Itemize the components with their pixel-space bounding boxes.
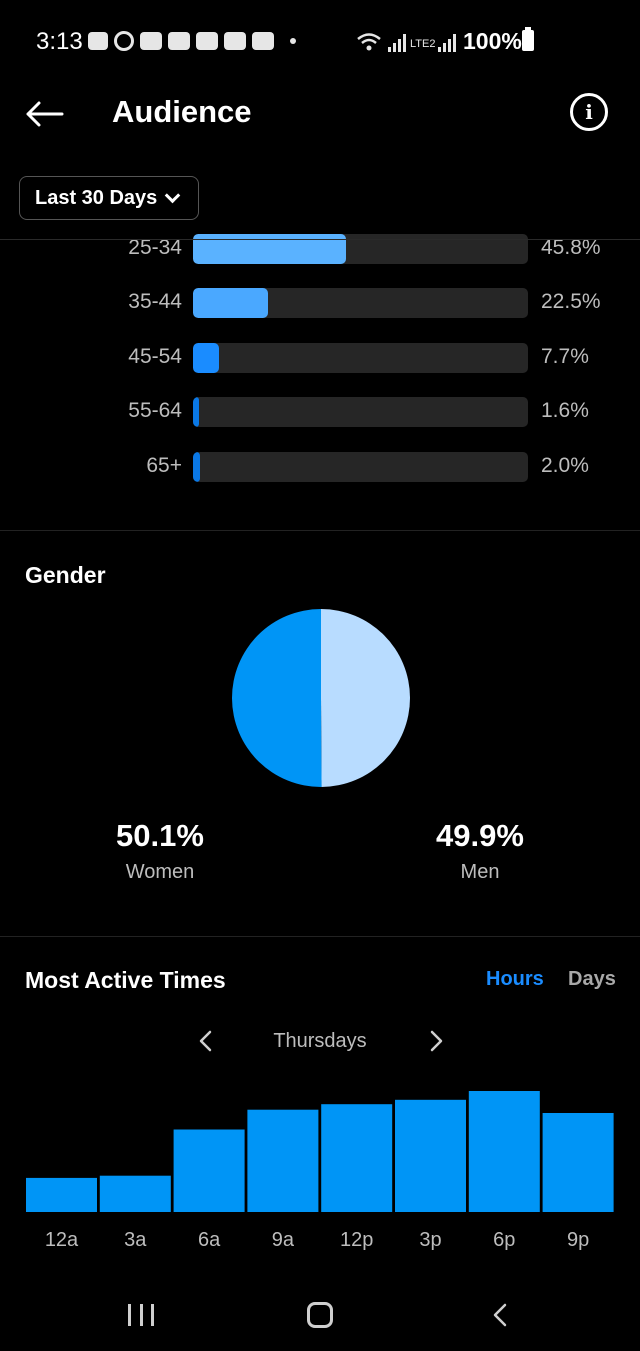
men-percent: 49.9% [436, 818, 524, 853]
age-range-percent: 2.0% [541, 454, 589, 477]
age-range-bar-track [193, 343, 528, 373]
age-range-percent: 45.8% [541, 236, 601, 259]
age-range-label: 35-44 [128, 290, 182, 313]
activity-bar [99, 1175, 171, 1212]
youtube-icon [224, 32, 246, 50]
volte-label: LTE2 [410, 38, 436, 50]
age-range-bar-track [193, 397, 528, 427]
activity-tick-label: 6p [493, 1229, 515, 1251]
chevron-right-icon[interactable] [426, 1030, 446, 1052]
activity-bar-chart: 12a 3a 6a 9a 12p 3p 6p 9p [26, 1091, 614, 1251]
age-range-row: 35-44 22.5% [0, 288, 640, 318]
activity-bar [26, 1177, 97, 1212]
chevron-left-icon[interactable] [196, 1030, 216, 1052]
signal-icon [438, 34, 458, 52]
age-range-bar-fill [193, 397, 199, 427]
chevron-down-icon [165, 187, 181, 203]
age-range-bar-track [193, 288, 528, 318]
activity-bar [542, 1113, 614, 1212]
activity-tick-label: 3p [419, 1229, 441, 1251]
youtube-icon [168, 32, 190, 50]
age-range-list: 25-34 45.8% 35-44 22.5% 45-54 7.7% 55-64 1.6% 65… [0, 234, 640, 530]
nav-back-icon[interactable] [490, 1303, 510, 1327]
notification-icons [88, 31, 296, 51]
activity-tick-label: 9p [567, 1229, 589, 1251]
women-percent: 50.1% [116, 818, 204, 853]
activity-bar [247, 1109, 319, 1212]
youtube-icon [196, 32, 218, 50]
selected-day: Thursdays [273, 1030, 367, 1052]
activity-tick-label: 6a [198, 1229, 221, 1251]
more-notifications-icon [290, 38, 296, 44]
age-range-percent: 1.6% [541, 399, 589, 422]
activity-bar [468, 1091, 540, 1212]
system-nav-bar [0, 1280, 640, 1351]
age-range-bar-fill [193, 288, 269, 318]
period-dropdown-label: Last 30 Days [35, 186, 158, 209]
most-active-title: Most Active Times [25, 967, 226, 993]
activity-bar [321, 1104, 393, 1212]
age-range-bar-track [193, 452, 528, 482]
activity-tick-label: 3a [124, 1229, 147, 1251]
message-icon [140, 32, 162, 50]
section-divider [0, 530, 640, 531]
age-range-label: 55-64 [128, 399, 182, 422]
activity-bar [173, 1129, 245, 1212]
battery-percent: 100% [463, 28, 522, 54]
signal-icon [388, 34, 408, 52]
age-range-percent: 7.7% [541, 345, 589, 368]
header: Audience i Last 30 Days [0, 84, 640, 244]
whatsapp-icon [114, 31, 134, 51]
tab-hours[interactable]: Hours [486, 968, 544, 990]
age-range-row: 65+ 2.0% [0, 452, 640, 482]
info-icon[interactable]: i [570, 93, 608, 131]
header-divider [0, 239, 640, 240]
status-time: 3:13 [36, 28, 83, 55]
wifi-icon [357, 33, 381, 51]
activity-bar [395, 1099, 466, 1212]
tab-days[interactable]: Days [568, 968, 616, 990]
age-range-percent: 22.5% [541, 290, 601, 313]
pie-slice-men [321, 609, 410, 787]
age-range-label: 45-54 [128, 345, 182, 368]
activity-tick-label: 9a [272, 1229, 295, 1251]
age-range-row: 55-64 1.6% [0, 397, 640, 427]
age-range-row: 45-54 7.7% [0, 343, 640, 373]
women-label: Women [125, 861, 195, 883]
age-range-bar-fill [193, 343, 219, 373]
back-arrow-icon[interactable] [24, 100, 64, 128]
battery-icon [522, 27, 534, 51]
page-title: Audience [112, 94, 252, 129]
pie-slice-women [231, 609, 322, 787]
gender-title: Gender [25, 562, 106, 588]
period-dropdown[interactable]: Last 30 Days [19, 176, 199, 220]
gender-pie-chart [231, 609, 410, 787]
men-label: Men [460, 861, 500, 883]
evernote-icon [88, 32, 108, 50]
age-range-bar-fill [193, 452, 200, 482]
section-divider [0, 936, 640, 937]
status-bar: 3:13 LTE2 100% [0, 0, 640, 84]
home-icon[interactable] [307, 1302, 333, 1328]
recents-icon[interactable] [128, 1304, 154, 1326]
activity-tick-label: 12a [45, 1229, 79, 1251]
age-range-label: 65+ [146, 454, 182, 477]
activity-tick-label: 12p [340, 1229, 373, 1251]
youtube-icon [252, 32, 274, 50]
age-range-label: 25-34 [128, 236, 182, 259]
